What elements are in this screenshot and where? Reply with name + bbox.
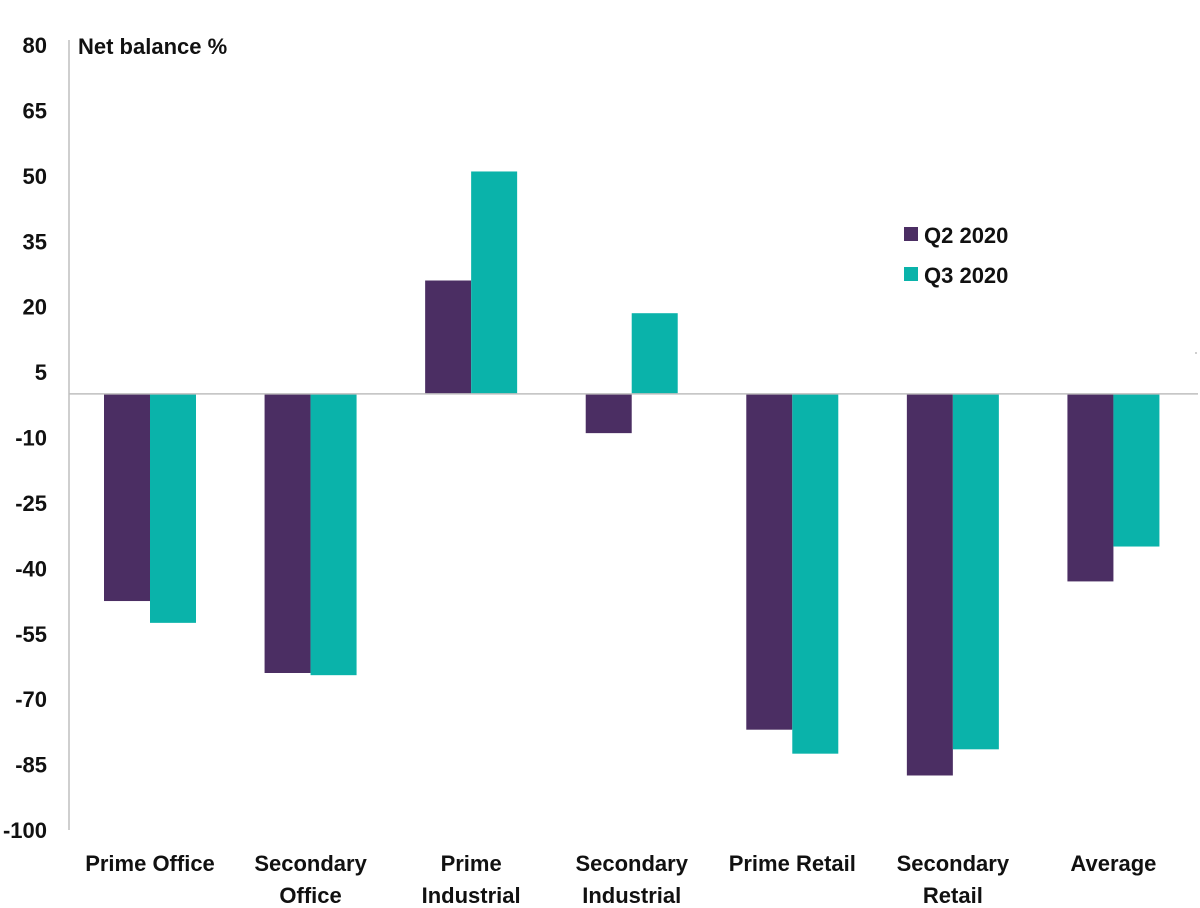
bar-q2-2020-6	[1067, 393, 1114, 582]
x-category-label: Industrial	[422, 883, 521, 908]
bar-q2-2020-2	[425, 280, 472, 394]
y-tick-label: 5	[35, 360, 47, 385]
x-category-label: Industrial	[582, 883, 681, 908]
y-tick-label: -100	[3, 818, 47, 843]
bar-q2-2020-0	[104, 393, 150, 602]
y-tick-label: 65	[23, 98, 47, 123]
x-category-label: Retail	[923, 883, 983, 908]
bar-q3-2020-0	[150, 393, 196, 623]
y-axis-title: Net balance %	[78, 34, 227, 59]
x-category-label: Prime Office	[85, 851, 215, 876]
y-tick-label: -85	[15, 753, 47, 778]
x-category-label: Average	[1070, 851, 1156, 876]
bar-q3-2020-6	[1113, 393, 1160, 547]
y-tick-label: 50	[23, 164, 47, 189]
bars	[104, 171, 1160, 776]
bar-q3-2020-5	[952, 393, 999, 750]
x-category-label: Office	[279, 883, 341, 908]
bar-q3-2020-3	[631, 313, 678, 394]
bar-q3-2020-1	[310, 393, 357, 676]
bar-q3-2020-4	[792, 393, 839, 754]
y-tick-label: 20	[23, 295, 47, 320]
bar-q2-2020-1	[264, 393, 311, 673]
x-category-label: Prime Retail	[729, 851, 856, 876]
legend: Q2 2020 Q3 2020	[904, 223, 1008, 288]
y-tick-label: 80	[23, 33, 47, 58]
legend-label: Q2 2020	[924, 223, 1008, 248]
bar-q2-2020-3	[585, 393, 632, 434]
legend-label: Q3 2020	[924, 263, 1008, 288]
x-category-label: Secondary	[575, 851, 688, 876]
legend-swatch	[904, 227, 918, 241]
legend-swatch	[904, 267, 918, 281]
bar-q3-2020-2	[471, 171, 518, 394]
y-tick-label: -70	[15, 687, 47, 712]
y-tick-label: -25	[15, 491, 47, 516]
y-tick-label: -10	[15, 426, 47, 451]
x-category-label: Secondary	[254, 851, 367, 876]
y-tick-label: -40	[15, 556, 47, 581]
y-tick-label: 35	[23, 229, 47, 254]
y-tick-label: -55	[15, 622, 47, 647]
x-category-label: Secondary	[897, 851, 1010, 876]
y-tick-labels: 80 65 50 35 20 5 -10 -25 -40 -55 -70 -85 -100	[3, 33, 47, 843]
bar-q2-2020-4	[746, 393, 793, 730]
x-category-label: Prime	[441, 851, 502, 876]
category-labels: Prime Office Secondary Office Prime Industri…	[85, 851, 1156, 908]
bar-q2-2020-5	[906, 393, 953, 776]
